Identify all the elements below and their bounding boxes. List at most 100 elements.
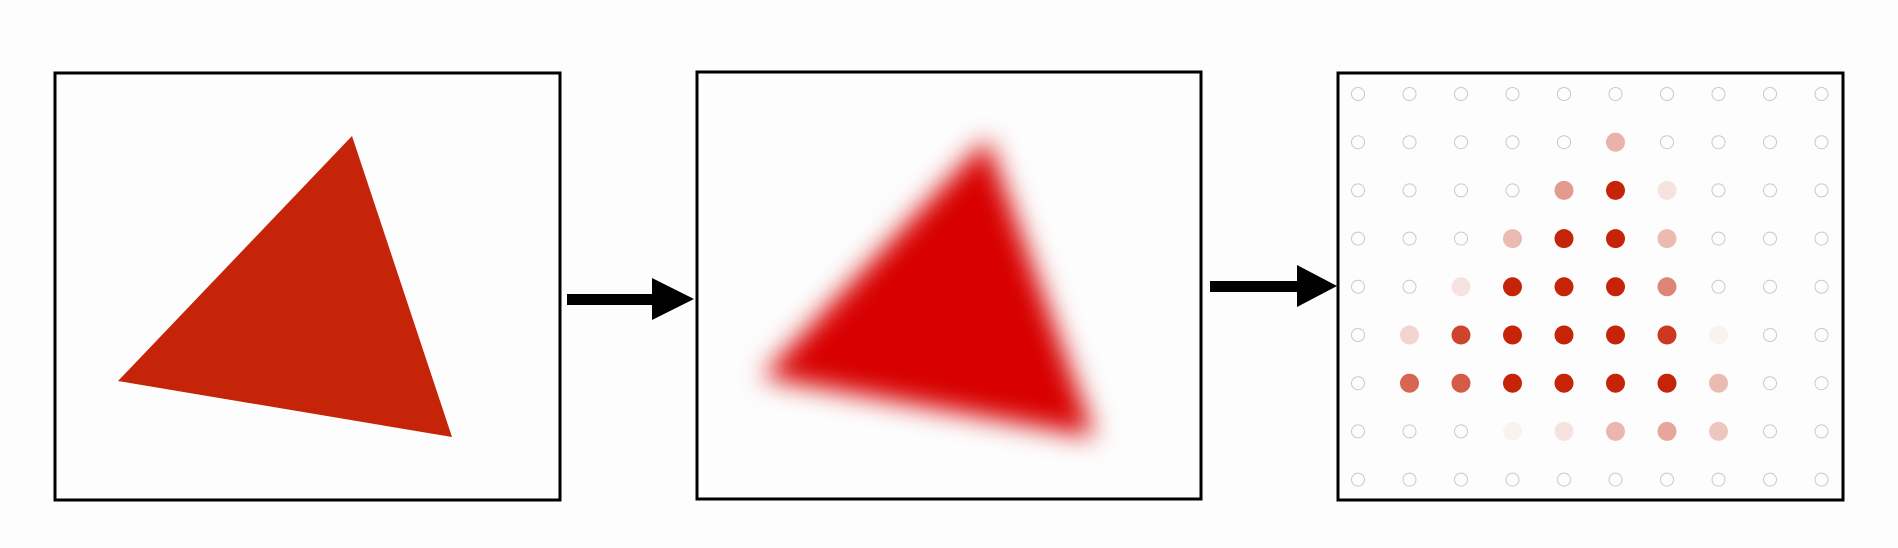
empty-sample-dot	[1763, 279, 1777, 294]
empty-sample-dot	[1711, 135, 1726, 150]
empty-sample-dot	[1402, 135, 1417, 150]
empty-sample-dot	[1351, 135, 1365, 150]
sample-dot	[1503, 229, 1522, 249]
empty-sample-dot	[1814, 135, 1829, 150]
empty-sample-dot	[1351, 376, 1365, 391]
empty-sample-dot	[1505, 135, 1520, 150]
empty-sample-dot	[1711, 87, 1726, 101]
empty-sample-dot	[1763, 376, 1777, 391]
panel-sampled-grid	[1336, 71, 1845, 502]
empty-sample-dot	[1351, 87, 1365, 101]
empty-sample-dot	[1711, 472, 1726, 487]
sample-dot	[1503, 325, 1522, 345]
empty-sample-dot	[1660, 87, 1674, 101]
empty-sample-dot	[1454, 183, 1468, 198]
empty-sample-dot	[1608, 472, 1623, 487]
sample-dot	[1503, 277, 1522, 297]
sample-dot	[1657, 421, 1677, 441]
empty-sample-dot	[1763, 328, 1777, 342]
empty-sample-dot	[1454, 472, 1468, 487]
sample-grid	[1351, 87, 1829, 487]
sample-dot	[1503, 373, 1522, 393]
empty-sample-dot	[1711, 279, 1726, 294]
sample-dot	[1657, 373, 1677, 393]
empty-sample-dot	[1814, 87, 1829, 101]
blurred-triangle	[762, 139, 1095, 437]
sample-dot	[1503, 421, 1522, 441]
empty-sample-dot	[1454, 231, 1468, 246]
empty-sample-dot	[1814, 376, 1829, 391]
sample-dot	[1709, 421, 1728, 441]
empty-sample-dot	[1814, 279, 1829, 294]
empty-sample-dot	[1660, 135, 1674, 150]
empty-sample-dot	[1660, 472, 1674, 487]
vector-triangle	[118, 136, 452, 437]
empty-sample-dot	[1351, 328, 1365, 342]
empty-sample-dot	[1557, 135, 1571, 150]
empty-sample-dot	[1711, 231, 1726, 246]
sample-dot	[1554, 373, 1574, 393]
sample-dot	[1606, 229, 1625, 249]
empty-sample-dot	[1351, 183, 1365, 198]
sample-dot	[1657, 325, 1677, 345]
sample-dot	[1657, 180, 1677, 200]
empty-sample-dot	[1505, 87, 1520, 101]
empty-sample-dot	[1763, 472, 1777, 487]
empty-sample-dot	[1711, 183, 1726, 198]
empty-sample-dot	[1454, 87, 1468, 101]
empty-sample-dot	[1814, 183, 1829, 198]
empty-sample-dot	[1454, 424, 1468, 439]
empty-sample-dot	[1557, 472, 1571, 487]
panel-blurred-triangle	[695, 70, 1203, 501]
empty-sample-dot	[1814, 424, 1829, 439]
sample-dot	[1451, 277, 1471, 297]
sample-dot	[1606, 132, 1625, 152]
empty-sample-dot	[1763, 87, 1777, 101]
sample-dot	[1554, 229, 1574, 249]
empty-sample-dot	[1402, 183, 1417, 198]
sample-dot	[1400, 325, 1419, 345]
sample-dot	[1606, 180, 1625, 200]
empty-sample-dot	[1505, 472, 1520, 487]
panel-frame	[1336, 71, 1845, 502]
empty-sample-dot	[1763, 231, 1777, 246]
empty-sample-dot	[1351, 231, 1365, 246]
empty-sample-dot	[1557, 87, 1571, 101]
panel-vector-triangle	[53, 71, 562, 502]
empty-sample-dot	[1402, 424, 1417, 439]
empty-sample-dot	[1454, 135, 1468, 150]
sample-dot	[1400, 373, 1419, 393]
sample-dot	[1554, 325, 1574, 345]
sample-dot	[1657, 229, 1677, 249]
empty-sample-dot	[1814, 472, 1829, 487]
arrow-right-icon	[1210, 265, 1337, 307]
sample-dot	[1606, 421, 1625, 441]
empty-sample-dot	[1402, 87, 1417, 101]
empty-sample-dot	[1763, 183, 1777, 198]
empty-sample-dot	[1402, 279, 1417, 294]
sample-dot	[1606, 277, 1625, 297]
sample-dot	[1657, 277, 1677, 297]
sample-dot	[1709, 373, 1728, 393]
sample-dot	[1554, 277, 1574, 297]
empty-sample-dot	[1402, 472, 1417, 487]
empty-sample-dot	[1351, 279, 1365, 294]
empty-sample-dot	[1351, 424, 1365, 439]
empty-sample-dot	[1763, 424, 1777, 439]
sample-dot	[1606, 373, 1625, 393]
empty-sample-dot	[1608, 87, 1623, 101]
empty-sample-dot	[1505, 183, 1520, 198]
empty-sample-dot	[1814, 328, 1829, 342]
sample-dot	[1554, 421, 1574, 441]
empty-sample-dot	[1814, 231, 1829, 246]
empty-sample-dot	[1351, 472, 1365, 487]
sample-dot	[1554, 180, 1574, 200]
sample-dot	[1709, 325, 1728, 345]
sample-dot	[1451, 325, 1471, 345]
sample-dot	[1606, 325, 1625, 345]
sample-dot	[1451, 373, 1471, 393]
empty-sample-dot	[1402, 231, 1417, 246]
arrow-right-icon	[567, 278, 694, 320]
empty-sample-dot	[1763, 135, 1777, 150]
